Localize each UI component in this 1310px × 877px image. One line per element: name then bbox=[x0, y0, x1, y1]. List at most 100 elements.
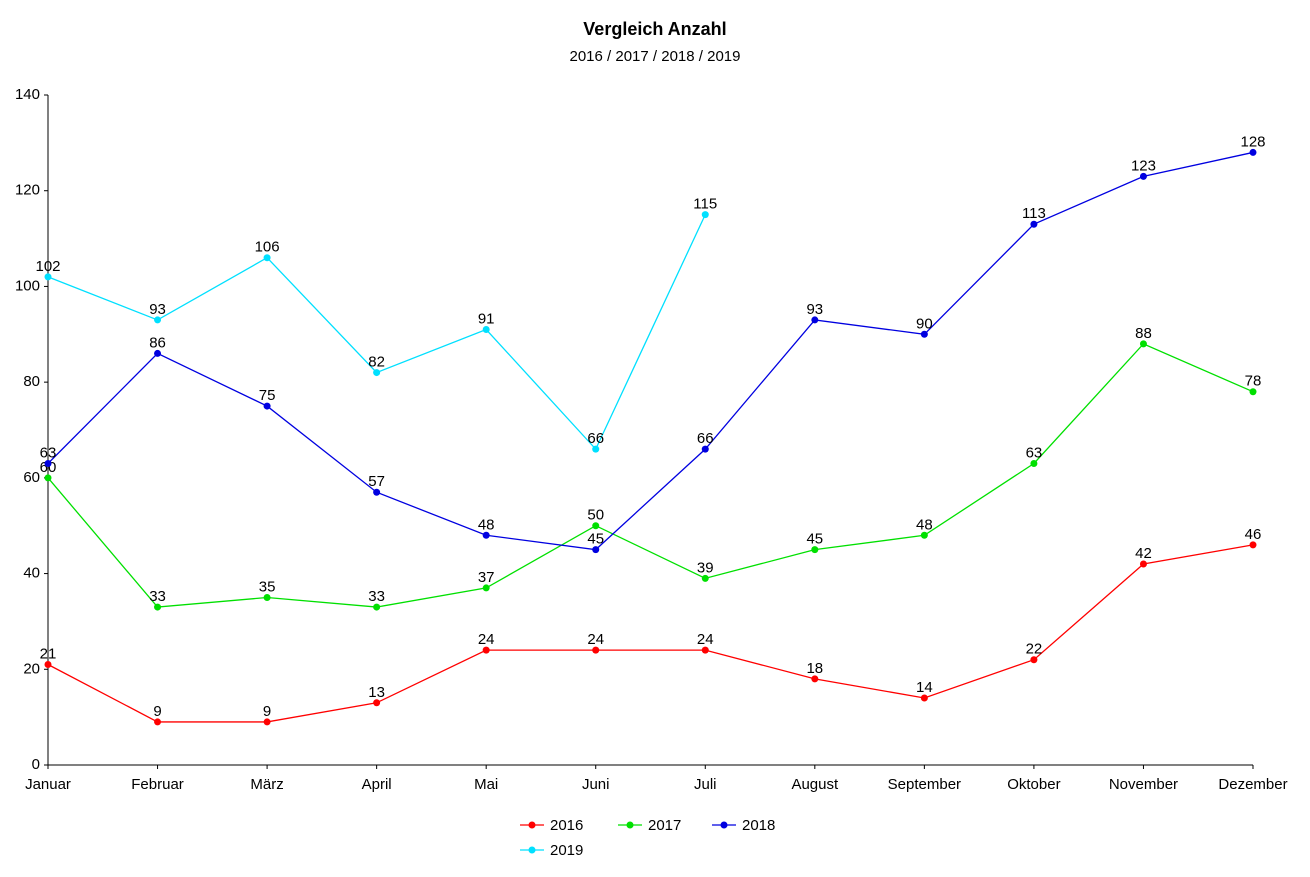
x-tick-label: Oktober bbox=[1007, 776, 1060, 793]
data-label: 78 bbox=[1245, 373, 1262, 390]
data-label: 128 bbox=[1240, 133, 1265, 150]
legend-marker bbox=[626, 821, 634, 829]
data-label: 123 bbox=[1131, 157, 1156, 174]
data-label: 93 bbox=[806, 301, 823, 318]
x-tick-label: September bbox=[888, 776, 961, 793]
point bbox=[263, 718, 271, 726]
point bbox=[920, 694, 928, 702]
data-label: 86 bbox=[149, 334, 166, 351]
point bbox=[154, 349, 162, 357]
chart-title: Vergleich Anzahl bbox=[583, 19, 726, 39]
data-label: 48 bbox=[916, 516, 933, 533]
x-tick-label: Mai bbox=[474, 776, 498, 793]
x-tick-label: Januar bbox=[25, 776, 71, 793]
point bbox=[811, 546, 819, 554]
series-line bbox=[47, 544, 1254, 723]
data-label: 93 bbox=[149, 301, 166, 318]
data-label: 24 bbox=[697, 631, 714, 648]
point bbox=[920, 531, 928, 539]
point bbox=[44, 474, 52, 482]
y-tick-label: 140 bbox=[15, 86, 40, 103]
point bbox=[811, 675, 819, 683]
point bbox=[701, 574, 709, 582]
point bbox=[1249, 148, 1257, 156]
data-label: 22 bbox=[1026, 641, 1043, 658]
point bbox=[1249, 541, 1257, 549]
point bbox=[44, 273, 52, 281]
y-tick-label: 0 bbox=[32, 756, 40, 773]
point bbox=[482, 531, 490, 539]
point bbox=[920, 330, 928, 338]
data-label: 45 bbox=[587, 531, 604, 548]
point bbox=[482, 646, 490, 654]
point bbox=[482, 584, 490, 592]
data-label: 37 bbox=[478, 569, 495, 586]
point bbox=[263, 254, 271, 262]
point bbox=[592, 445, 600, 453]
data-label: 90 bbox=[916, 315, 933, 332]
point bbox=[263, 594, 271, 601]
point bbox=[1030, 460, 1038, 467]
data-label: 45 bbox=[806, 531, 823, 548]
series-line bbox=[47, 214, 706, 451]
point bbox=[154, 603, 162, 611]
data-label: 42 bbox=[1135, 545, 1152, 562]
y-tick-label: 60 bbox=[23, 469, 40, 486]
x-tick-label: Dezember bbox=[1218, 776, 1287, 793]
x-tick-label: Juni bbox=[582, 776, 610, 793]
legend-marker bbox=[720, 821, 728, 829]
point bbox=[701, 211, 709, 219]
point bbox=[1139, 340, 1147, 348]
point bbox=[592, 646, 600, 654]
legend-label: 2016 bbox=[550, 817, 583, 834]
point bbox=[701, 646, 709, 654]
data-label: 88 bbox=[1135, 325, 1152, 342]
y-tick-label: 40 bbox=[23, 565, 40, 582]
series-line bbox=[47, 151, 1254, 551]
y-tick-label: 80 bbox=[23, 373, 40, 390]
point bbox=[482, 326, 490, 333]
y-tick-label: 20 bbox=[23, 660, 40, 677]
data-label: 33 bbox=[149, 588, 166, 605]
point bbox=[1249, 388, 1257, 396]
point bbox=[263, 402, 271, 410]
point bbox=[373, 369, 381, 377]
point bbox=[811, 316, 819, 324]
point bbox=[1030, 220, 1038, 228]
point bbox=[373, 488, 381, 496]
data-label: 63 bbox=[40, 444, 57, 461]
data-label: 9 bbox=[153, 703, 161, 720]
point bbox=[44, 661, 52, 668]
data-label: 13 bbox=[368, 684, 385, 701]
point bbox=[1139, 172, 1147, 180]
x-tick-label: April bbox=[362, 776, 392, 793]
chart-subtitle: 2016 / 2017 / 2018 / 2019 bbox=[570, 48, 741, 65]
legend-label: 2018 bbox=[742, 817, 775, 834]
legend-marker bbox=[528, 846, 536, 854]
data-label: 14 bbox=[916, 679, 933, 696]
legend-marker bbox=[528, 821, 536, 829]
data-label: 35 bbox=[259, 578, 276, 595]
data-label: 75 bbox=[259, 387, 276, 404]
data-label: 66 bbox=[587, 430, 604, 447]
data-label: 106 bbox=[255, 239, 280, 256]
data-label: 102 bbox=[35, 258, 60, 275]
y-tick-label: 100 bbox=[15, 277, 40, 294]
data-label: 39 bbox=[697, 559, 714, 576]
x-tick-label: August bbox=[791, 776, 839, 793]
y-tick-label: 120 bbox=[15, 182, 40, 199]
data-label: 115 bbox=[693, 196, 717, 213]
data-label: 18 bbox=[806, 660, 823, 677]
point bbox=[592, 546, 600, 554]
point bbox=[154, 316, 162, 324]
x-tick-label: November bbox=[1109, 776, 1178, 793]
data-label: 33 bbox=[368, 588, 385, 605]
data-label: 60 bbox=[40, 459, 57, 476]
data-label: 46 bbox=[1245, 526, 1262, 543]
data-label: 48 bbox=[478, 516, 495, 533]
point bbox=[373, 603, 381, 611]
data-label: 57 bbox=[368, 473, 385, 490]
point bbox=[373, 699, 381, 707]
data-label: 24 bbox=[478, 631, 495, 648]
point bbox=[44, 460, 52, 467]
